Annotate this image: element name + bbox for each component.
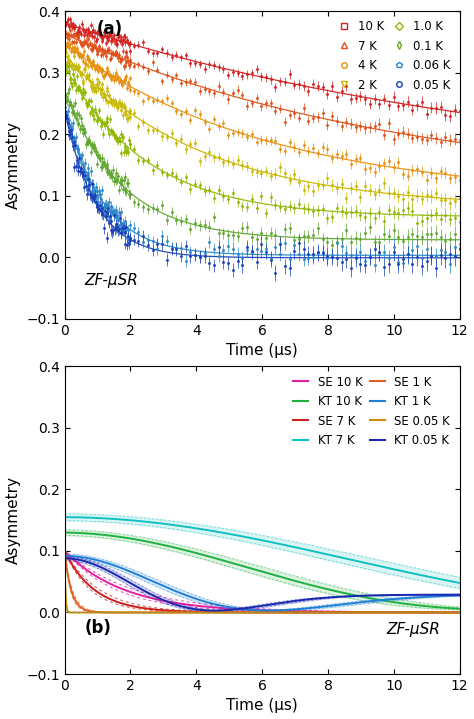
Y-axis label: Asymmetry: Asymmetry [6, 476, 20, 564]
Text: ZF-μSR: ZF-μSR [386, 622, 440, 637]
Text: (a): (a) [96, 20, 122, 38]
Text: (b): (b) [84, 619, 111, 637]
X-axis label: Time (μs): Time (μs) [226, 698, 298, 713]
Y-axis label: Asymmetry: Asymmetry [6, 121, 20, 209]
Legend: 10 K, 7 K, 4 K, 2 K, 1.0 K, 0.1 K, 0.06 K, 0.05 K: 10 K, 7 K, 4 K, 2 K, 1.0 K, 0.1 K, 0.06 … [336, 17, 454, 96]
Legend: SE 10 K, KT 10 K, SE 7 K, KT 7 K, SE 1 K, KT 1 K, SE 0.05 K, KT 0.05 K: SE 10 K, KT 10 K, SE 7 K, KT 7 K, SE 1 K… [290, 372, 454, 451]
Text: ZF-μSR: ZF-μSR [84, 273, 138, 288]
X-axis label: Time (μs): Time (μs) [226, 343, 298, 358]
